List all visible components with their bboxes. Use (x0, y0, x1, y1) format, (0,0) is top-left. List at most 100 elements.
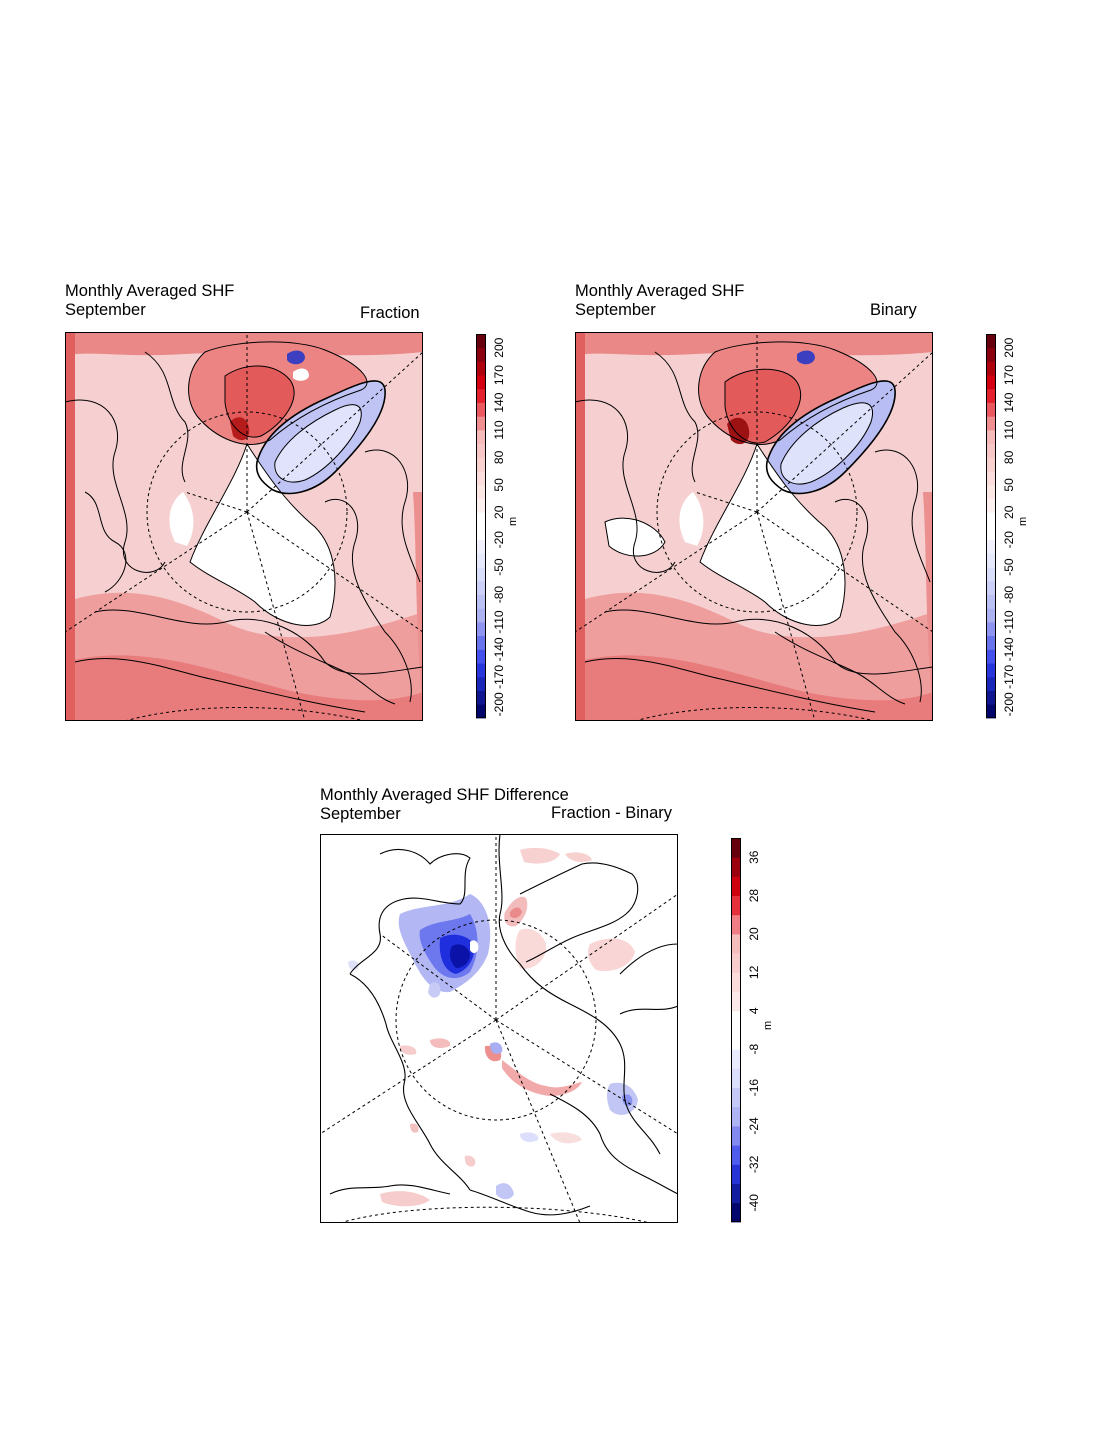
binary-colorbar-band (986, 512, 996, 527)
fraction-colorbar-band (476, 676, 486, 691)
difference-colorbar-band (731, 1164, 741, 1184)
binary-colorbar-band (986, 553, 996, 568)
binary-colorbar-band (986, 608, 996, 623)
fraction-colorbar-band (476, 594, 486, 609)
difference-colorbar-band (731, 1145, 741, 1165)
binary-colorbar-band (986, 580, 996, 595)
binary-colorbar: -200 -170 -140 -110 -80 -50 -20 20 50 80 110 140 170… (986, 334, 1029, 719)
fraction-subtitle: September (65, 301, 146, 319)
fraction-colorbar-band (476, 498, 486, 513)
difference-colorbar-band (731, 914, 741, 935)
binary-colorbar-band (986, 676, 996, 691)
fraction-colorbar-tick-label: 140 (492, 392, 506, 412)
difference-colorbar-tick-label: 28 (747, 889, 761, 903)
difference-colorbar-band (731, 1010, 741, 1031)
fraction-colorbar-band (476, 663, 486, 678)
binary-colorbar-tick-label: -20 (1002, 531, 1016, 549)
fraction-colorbar-band (476, 375, 486, 390)
binary-colorbar-tick-label: -140 (1002, 637, 1016, 661)
fraction-colorbar-band (476, 608, 486, 623)
fraction-map (65, 332, 423, 721)
binary-colorbar-band (986, 526, 996, 541)
difference-colorbar-band (731, 972, 741, 992)
fraction-colorbar-tick-label: -20 (492, 531, 506, 549)
fraction-colorbar-tick-label: -170 (492, 665, 506, 689)
binary-colorbar-band (986, 334, 996, 349)
fraction-colorbar-band (476, 457, 486, 472)
difference-colorbar-tick-label: -16 (747, 1079, 761, 1097)
difference-colorbar-tick-label: -24 (747, 1117, 761, 1135)
binary-colorbar-band (986, 663, 996, 678)
fraction-colorbar-band (476, 580, 486, 595)
binary-colorbar-tick-label: -110 (1002, 610, 1016, 633)
difference-label: Fraction - Binary (551, 804, 673, 822)
difference-colorbar-band (731, 838, 741, 858)
difference-colorbar-swatches (731, 838, 741, 1223)
binary-colorbar-band (986, 484, 996, 499)
difference-colorbar-band (731, 1183, 741, 1204)
fraction-colorbar-band (476, 484, 486, 499)
fraction-colorbar-tick-label: 170 (492, 365, 506, 385)
fraction-colorbar-band (476, 526, 486, 541)
binary-colorbar-band (986, 443, 996, 458)
fraction-colorbar-tick-label: -80 (492, 586, 506, 604)
binary-colorbar-band (986, 594, 996, 609)
difference-panel-title: Monthly Averaged SHF Difference Septembe… (320, 786, 569, 824)
fraction-colorbar-tick-label: 50 (492, 478, 506, 492)
binary-colorbar-tick-label: 170 (1002, 365, 1016, 385)
difference-subtitle: September (320, 805, 401, 823)
fraction-colorbar-tick-label: -200 (492, 692, 506, 716)
difference-colorbar-band (731, 934, 741, 954)
binary-colorbar-band (986, 704, 996, 719)
fraction-colorbar-band (476, 553, 486, 568)
fraction-colorbar-tick-label: 20 (492, 505, 506, 519)
fraction-colorbar-band (476, 539, 486, 554)
difference-colorbar-band (731, 1202, 741, 1223)
fraction-label: Fraction (360, 304, 420, 322)
difference-colorbar-band (731, 953, 741, 973)
fraction-colorbar-band (476, 388, 486, 403)
difference-colorbar-tick-label: 4 (747, 1007, 761, 1014)
difference-colorbar-unit: m (762, 1021, 774, 1030)
fraction-colorbar-tick-label: 80 (492, 450, 506, 464)
difference-colorbar-band (731, 991, 741, 1012)
binary-colorbar-band (986, 649, 996, 664)
fraction-colorbar-band (476, 649, 486, 664)
fraction-colorbar-band (476, 512, 486, 527)
binary-colorbar-band (986, 539, 996, 554)
binary-colorbar-band (986, 498, 996, 513)
fraction-title: Monthly Averaged SHF (65, 282, 235, 300)
fraction-colorbar-tick-label: -50 (492, 558, 506, 576)
difference-colorbar-tick-label: -32 (747, 1155, 761, 1173)
binary-colorbar-tick-label: -170 (1002, 665, 1016, 689)
binary-subtitle: September (575, 301, 656, 319)
fraction-colorbar-band (476, 361, 486, 376)
binary-colorbar-tick-label: 110 (1002, 420, 1016, 439)
fraction-colorbar-tick-label: -140 (492, 637, 506, 661)
difference-colorbar-band (731, 895, 741, 916)
fraction-colorbar-band (476, 347, 486, 362)
fraction-colorbar-band (476, 635, 486, 650)
fraction-colorbar-band (476, 402, 486, 417)
binary-colorbar-band (986, 375, 996, 390)
binary-colorbar-tick-label: -200 (1002, 692, 1016, 716)
binary-colorbar-band (986, 361, 996, 376)
difference-colorbar-band (731, 857, 741, 877)
difference-colorbar-tick-label: -8 (747, 1044, 761, 1055)
binary-title: Monthly Averaged SHF (575, 282, 745, 300)
binary-colorbar-tick-label: 20 (1002, 505, 1016, 519)
binary-colorbar-tick-label: 50 (1002, 478, 1016, 492)
fraction-colorbar-swatches (476, 334, 486, 719)
fraction-colorbar-band (476, 704, 486, 719)
fraction-panel-title: Monthly Averaged SHF September (65, 282, 234, 320)
fraction-colorbar-band (476, 334, 486, 349)
binary-colorbar-tick-label: -80 (1002, 586, 1016, 604)
binary-colorbar-band (986, 347, 996, 362)
binary-colorbar-band (986, 635, 996, 650)
difference-colorbar: -40 -32 -24 -16 -8 4 12 20 28 36 m (731, 838, 774, 1223)
fraction-colorbar-band (476, 567, 486, 582)
fraction-colorbar-band (476, 416, 486, 431)
difference-colorbar-band (731, 1068, 741, 1088)
fraction-colorbar-band (476, 690, 486, 705)
binary-colorbar-band (986, 690, 996, 705)
